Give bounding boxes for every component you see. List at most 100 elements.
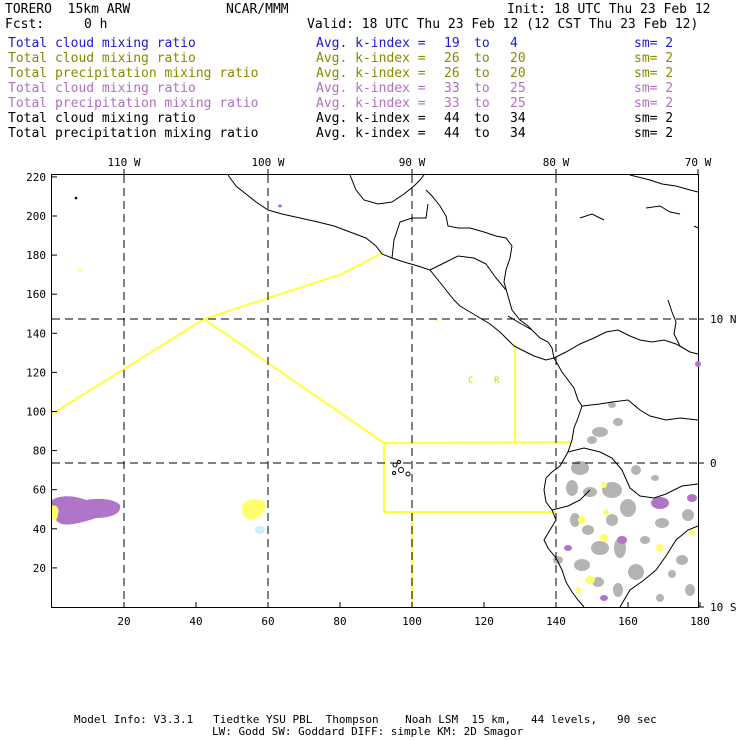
legend-kindex-from: 33 [444, 81, 460, 96]
legend-kindex-from: 44 [444, 111, 460, 126]
longitude-label: 70 W [685, 156, 712, 169]
legend-kindex-to-word: to [474, 126, 490, 141]
longitude-label: 80 W [543, 156, 570, 169]
graticule [52, 175, 698, 607]
island-revillagigedo [74, 196, 78, 200]
model-info-line: Model Info: V3.3.1 Tiedtke YSU PBL Thomp… [74, 713, 657, 726]
x-axis-ticks: 2040608010012014016018020022024026028030… [117, 602, 710, 628]
legend-smoothing: sm= 2 [634, 66, 674, 81]
zone-boundary-north [51, 251, 385, 415]
legend-kindex-from: 26 [444, 66, 460, 81]
y-tick-label: 200 [26, 210, 46, 223]
legend-kindex-to-word: to [474, 36, 490, 51]
y-tick-label: 220 [26, 171, 46, 184]
y-tick-label: 80 [33, 445, 46, 458]
legend-smoothing: sm= 2 [634, 126, 674, 141]
region-label-c: C [468, 376, 473, 386]
y-tick-label: 160 [26, 288, 46, 301]
legend-kindex-to: 20 [510, 66, 526, 81]
forecast-hour: 0 h [84, 17, 108, 32]
yellow-precip-cells [52, 268, 695, 593]
legend-kindex-label: Avg. k-index = [316, 126, 426, 141]
physics-info-line: LW: Godd SW: Goddard DIFF: simple KM: 2D… [212, 725, 524, 738]
longitude-label: 100 W [251, 156, 284, 169]
coastline-caribbean [425, 189, 555, 359]
legend-kindex-label: Avg. k-index = [316, 96, 426, 111]
border-guatemala [391, 203, 429, 259]
forecast-label: Fcst: [5, 17, 45, 32]
coastline-greater-antilles [629, 174, 699, 193]
legend-kindex-to-word: to [474, 51, 490, 66]
legend-kindex-to: 25 [510, 81, 526, 96]
y-tick-label: 40 [33, 523, 46, 536]
legend-kindex-to: 25 [510, 96, 526, 111]
x-tick-label: 180 [690, 615, 710, 628]
border-colombia-venezuela [581, 399, 699, 421]
legend-kindex-from: 26 [444, 51, 460, 66]
x-tick-label: 60 [261, 615, 274, 628]
zone-boundaries [51, 251, 573, 607]
border-peru-brazil [619, 525, 699, 608]
legend-kindex-label: Avg. k-index = [316, 81, 426, 96]
coastline-hispaniola [645, 205, 681, 215]
legend-kindex-to-word: to [474, 81, 490, 96]
legend-kindex-to-word: to [474, 96, 490, 111]
legend-kindex-label: Avg. k-index = [316, 36, 426, 51]
x-tick-label: 160 [618, 615, 638, 628]
longitude-label: 90 W [399, 156, 426, 169]
model-name: TORERO 15km ARW [5, 2, 131, 17]
y-tick-label: 120 [26, 366, 46, 379]
x-tick-label: 80 [333, 615, 346, 628]
latitude-label: 10 N [710, 313, 737, 326]
coastline-puerto-rico [693, 225, 699, 229]
coastline-lesser-antilles [667, 299, 691, 353]
zone-boundary-central [203, 318, 573, 445]
x-tick-label: 40 [189, 615, 202, 628]
legend-field: Total cloud mixing ratio [8, 81, 196, 96]
map-frame [51, 174, 699, 608]
x-tick-label: 20 [117, 615, 130, 628]
x-tick-label: 120 [474, 615, 494, 628]
zone-boundary-box [383, 443, 556, 513]
coastline-gulf [349, 174, 425, 205]
legend-kindex-to: 4 [510, 36, 518, 51]
x-tick-label: 100 [402, 615, 422, 628]
coastline-pacific [227, 174, 555, 361]
legend-field: Total cloud mixing ratio [8, 36, 196, 51]
legend-smoothing: sm= 2 [634, 81, 674, 96]
y-tick-label: 180 [26, 249, 46, 262]
border-nicaragua [485, 263, 507, 291]
coastline-south-america [543, 357, 585, 608]
y-tick-label: 60 [33, 484, 46, 497]
latitude-label: 10 S [710, 601, 737, 614]
gray-precip-cells [553, 402, 695, 602]
legend-kindex-to-word: to [474, 66, 490, 81]
legend-smoothing: sm= 2 [634, 36, 674, 51]
legend-field: Total precipitation mixing ratio [8, 96, 259, 111]
border-colombia-peru [567, 447, 699, 499]
lightblue-precip-cells [255, 526, 265, 534]
legend-kindex-label: Avg. k-index = [316, 51, 426, 66]
legend-field: Total precipitation mixing ratio [8, 66, 259, 81]
legend-kindex-to-word: to [474, 111, 490, 126]
coastline-jamaica [579, 213, 605, 221]
coastlines [74, 174, 699, 608]
latitude-label: 0 [710, 457, 717, 470]
y-tick-label: 100 [26, 406, 46, 419]
legend-kindex-label: Avg. k-index = [316, 66, 426, 81]
coastline-venezuela [553, 329, 699, 359]
init-time: Init: 18 UTC Thu 23 Feb 12 [507, 2, 711, 17]
valid-time: Valid: 18 UTC Thu 23 Feb 12 (12 CST Thu … [307, 17, 699, 32]
legend-kindex-to: 34 [510, 111, 526, 126]
border-honduras [429, 255, 487, 271]
longitude-labels: 110 W 100 W 90 W 80 W 70 W [107, 156, 712, 175]
legend-field: Total cloud mixing ratio [8, 51, 196, 66]
legend-kindex-from: 44 [444, 126, 460, 141]
y-tick-label: 140 [26, 327, 46, 340]
legend-field: Total cloud mixing ratio [8, 111, 196, 126]
longitude-label: 110 W [107, 156, 140, 169]
legend-smoothing: sm= 2 [634, 96, 674, 111]
purple-precip-cells [52, 204, 701, 601]
latitude-labels: 10 N 0 10 S [698, 313, 737, 614]
precip-layer [52, 204, 701, 602]
